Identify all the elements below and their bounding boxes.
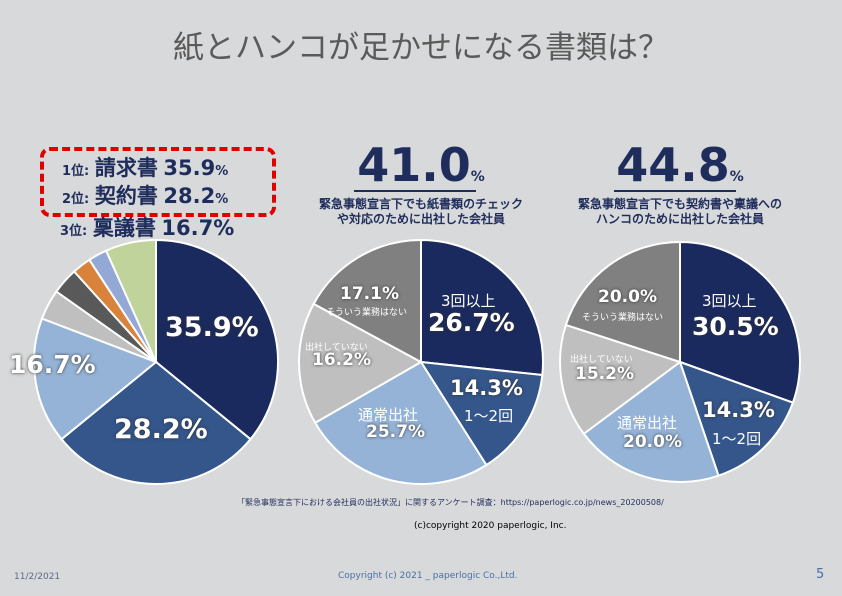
- pie1-label: 35.9%: [165, 312, 259, 343]
- pie2-label-value: 17.1%: [340, 284, 399, 304]
- stat-2-caption: 緊急事態宣言下でも紙書類のチェック や対応のために出社した会社員: [318, 197, 523, 226]
- pie2-label-name: そういう業務はない: [326, 308, 408, 318]
- pie3-label-value: 14.3%: [702, 398, 775, 422]
- highlight-box: [40, 147, 276, 217]
- pie1-label: 28.2%: [114, 414, 208, 445]
- pie2-label-name: 通常出社: [358, 406, 419, 424]
- pie3-label-value: 30.5%: [692, 312, 779, 341]
- pie2-label-value: 14.3%: [450, 376, 523, 400]
- pie1-slice-8: [104, 238, 157, 363]
- pie3-label-value: 15.2%: [575, 364, 634, 384]
- pie3-label-name: 出社していない: [570, 355, 633, 365]
- pie2-slice-5: [312, 238, 422, 364]
- pie3-label-name: そういう業務はない: [582, 313, 664, 323]
- pie3-slice-1: [679, 240, 801, 404]
- pie3-slice-2: [678, 360, 795, 477]
- pie2-label-name: 3回以上: [441, 292, 496, 310]
- stat-2-value: 41.0%: [357, 138, 485, 192]
- pie1-label: 16.7%: [9, 350, 96, 379]
- slide-title: 紙とハンコが足かせになる書類は？: [173, 30, 669, 66]
- rank-3: 3位: 稟議書 16.7%: [60, 216, 235, 240]
- pie1-slice-3: [33, 317, 158, 441]
- rank-1: 1位: 請求書 35.9%: [62, 156, 229, 180]
- pie2-label-value: 25.7%: [366, 422, 425, 442]
- pie2-label-name: 1〜2回: [464, 407, 514, 425]
- rank-2: 2位: 契約書 28.2%: [62, 184, 229, 208]
- pie3-label-value: 20.0%: [623, 432, 682, 452]
- pie1-slice-2: [60, 360, 252, 485]
- divider: [614, 190, 736, 192]
- pie3-label-name: 通常出社: [617, 414, 678, 432]
- divider: [354, 190, 476, 192]
- stat-3-caption: 緊急事態宣言下でも契約書や稟議への ハンコのために出社した会社員: [577, 197, 782, 226]
- pie3-slice-3: [582, 360, 720, 483]
- pie2-slice-3: [313, 360, 488, 485]
- stat-3-value: 44.8%: [616, 138, 744, 192]
- pie2-slice-1: [420, 238, 544, 377]
- inner-copyright: (c)copyright 2020 paperlogic, Inc.: [414, 521, 567, 531]
- pie3-slice-4: [559, 323, 683, 436]
- footer-date: 11/2/2021: [14, 572, 61, 582]
- pie2-slice-4: [298, 302, 424, 425]
- pie3-label-name: 1〜2回: [712, 430, 762, 448]
- pie3-label-value: 20.0%: [598, 287, 657, 307]
- pie2-label-value: 26.7%: [428, 308, 515, 337]
- source-note: 「緊急事態宣言下における会社員の出社状況」に関するアンケート調査：https:/…: [237, 498, 664, 507]
- pie2-slice-2: [419, 360, 544, 467]
- page-number: 5: [816, 567, 825, 582]
- footer-copyright: Copyright (c) 2021 _ paperlogic Co.,Ltd.: [338, 571, 518, 581]
- pie2-label-value: 16.2%: [312, 350, 371, 370]
- pie3-label-name: 3回以上: [702, 292, 757, 310]
- pie1-slice-1: [155, 238, 279, 441]
- pie3-slice-5: [564, 240, 681, 364]
- pie2-label-name: 出社していない: [305, 343, 368, 353]
